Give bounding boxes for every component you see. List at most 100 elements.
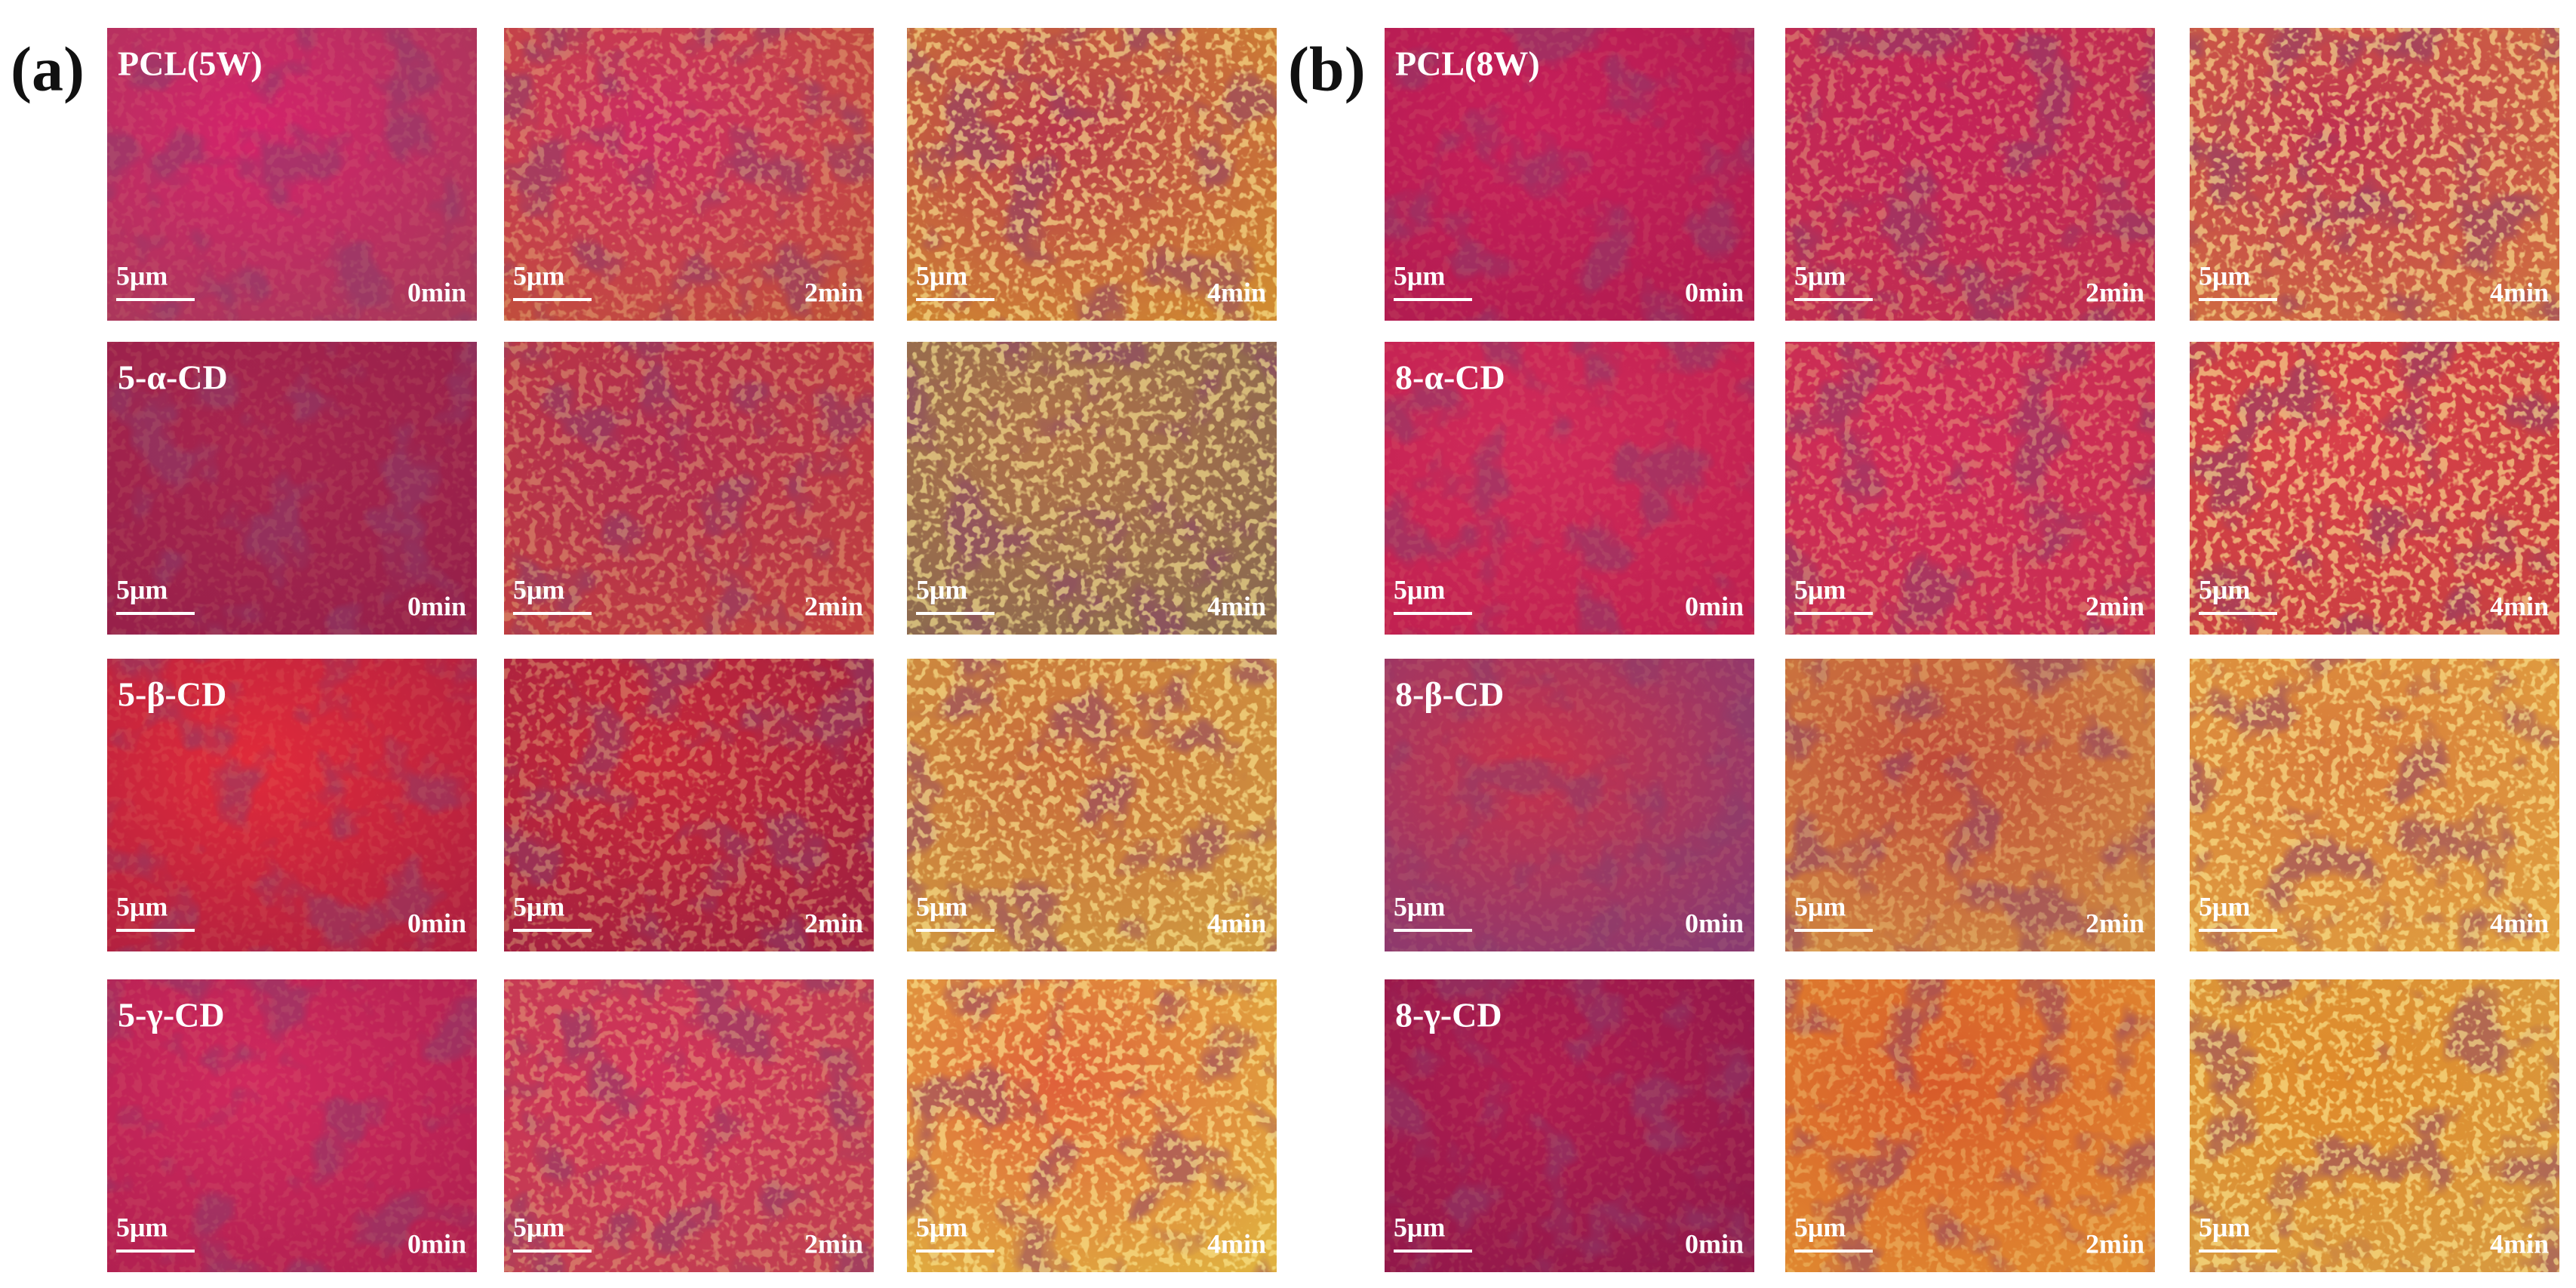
scale-label: 5μm [916,574,967,604]
micrograph-crystals [907,659,1277,951]
panel-label: (b) [1288,34,1366,104]
time-label: 0min [1685,1228,1744,1259]
micrograph: 5μm 4min [907,659,1277,951]
micrograph-crystals [907,28,1277,321]
scale-label: 5μm [2199,260,2250,290]
micrograph-crystals [1785,342,2155,635]
micrograph-crystals [504,28,874,321]
time-label: 2min [804,277,863,307]
micrograph: 5μm 4min [2190,659,2559,951]
micrograph: 8-α-CD 5μm 0min [1385,342,1754,635]
time-label: 0min [1685,591,1744,621]
micrograph-crystals [107,659,477,951]
sample-label: 5-γ-CD [118,996,225,1034]
micrograph-crystals [504,342,874,635]
time-label: 0min [1685,277,1744,307]
micrograph: 8-β-CD 5μm 0min [1385,659,1754,951]
time-label: 4min [2490,591,2549,621]
micrograph: 5μm 2min [504,659,874,951]
scale-label: 5μm [2199,1212,2250,1242]
time-label: 4min [2490,1228,2549,1259]
scale-label: 5μm [1394,891,1445,921]
time-label: 2min [2086,277,2144,307]
scale-label: 5μm [1394,1212,1445,1242]
time-label: 2min [2086,908,2144,938]
micrograph-crystals [907,979,1277,1272]
micrograph-crystals [1385,28,1754,321]
scale-label: 5μm [1394,260,1445,290]
time-label: 4min [2490,277,2549,307]
micrograph: PCL(5W) 5μm 0min [107,28,477,321]
micrograph-crystals [1785,659,2155,951]
time-label: 2min [804,908,863,938]
micrograph: 5μm 2min [1785,979,2155,1272]
panel-label: (a) [11,34,85,104]
micrograph-crystals [1785,979,2155,1272]
time-label: 2min [804,591,863,621]
time-label: 4min [1207,1228,1266,1259]
scale-label: 5μm [116,891,168,921]
micrograph: 5-α-CD 5μm 0min [107,342,477,635]
micrograph: 5μm 4min [2190,342,2559,635]
micrograph-crystals [2190,979,2559,1272]
time-label: 0min [1685,908,1744,938]
scale-label: 5μm [916,891,967,921]
micrograph-crystals [907,342,1277,635]
scale-label: 5μm [513,260,564,290]
time-label: 4min [2490,908,2549,938]
scale-label: 5μm [116,574,168,604]
scale-label: 5μm [1794,260,1846,290]
time-label: 0min [407,908,466,938]
micrograph: 5μm 2min [1785,342,2155,635]
scale-label: 5μm [116,1212,168,1242]
micrograph-crystals [1385,342,1754,635]
scale-label: 5μm [2199,574,2250,604]
scale-label: 5μm [1794,574,1846,604]
micrograph-crystals [2190,659,2559,951]
micrograph-crystals [504,659,874,951]
sample-label: PCL(5W) [118,45,263,83]
micrograph: 5μm 2min [1785,28,2155,321]
micrograph: 5μm 2min [504,28,874,321]
micrograph-crystals [2190,28,2559,321]
scale-label: 5μm [1394,574,1445,604]
sample-label: 8-β-CD [1395,675,1504,714]
scale-label: 5μm [1794,1212,1846,1242]
micrograph: 5μm 4min [907,28,1277,321]
micrograph-crystals [107,28,477,321]
micrograph: 5-β-CD 5μm 0min [107,659,477,951]
micrograph-crystals [504,979,874,1272]
micrograph-crystals [107,979,477,1272]
micrograph: 5μm 2min [1785,659,2155,951]
scale-label: 5μm [116,260,168,290]
micrograph: 5μm 4min [907,979,1277,1272]
micrograph: 5μm 4min [2190,979,2559,1272]
time-label: 0min [407,1228,466,1259]
micrograph-crystals [1385,659,1754,951]
scale-label: 5μm [1794,891,1846,921]
time-label: 2min [804,1228,863,1259]
sample-label: PCL(8W) [1395,45,1540,83]
sample-label: 8-α-CD [1395,358,1505,397]
sample-label: 8-γ-CD [1395,996,1502,1034]
time-label: 0min [407,277,466,307]
micrograph: 5μm 4min [2190,28,2559,321]
scale-label: 5μm [2199,891,2250,921]
sample-label: 5-β-CD [118,675,226,714]
time-label: 0min [407,591,466,621]
scale-label: 5μm [513,574,564,604]
micrograph-crystals [2190,342,2559,635]
micrograph: 5-γ-CD 5μm 0min [107,979,477,1272]
scale-label: 5μm [916,260,967,290]
micrograph: 5μm 4min [907,342,1277,635]
micrograph: 8-γ-CD 5μm 0min [1385,979,1754,1272]
scale-label: 5μm [513,1212,564,1242]
time-label: 2min [2086,1228,2144,1259]
micrograph-crystals [1785,28,2155,321]
scale-label: 5μm [513,891,564,921]
scale-label: 5μm [916,1212,967,1242]
micrograph: 5μm 2min [504,979,874,1272]
time-label: 2min [2086,591,2144,621]
time-label: 4min [1207,277,1266,307]
